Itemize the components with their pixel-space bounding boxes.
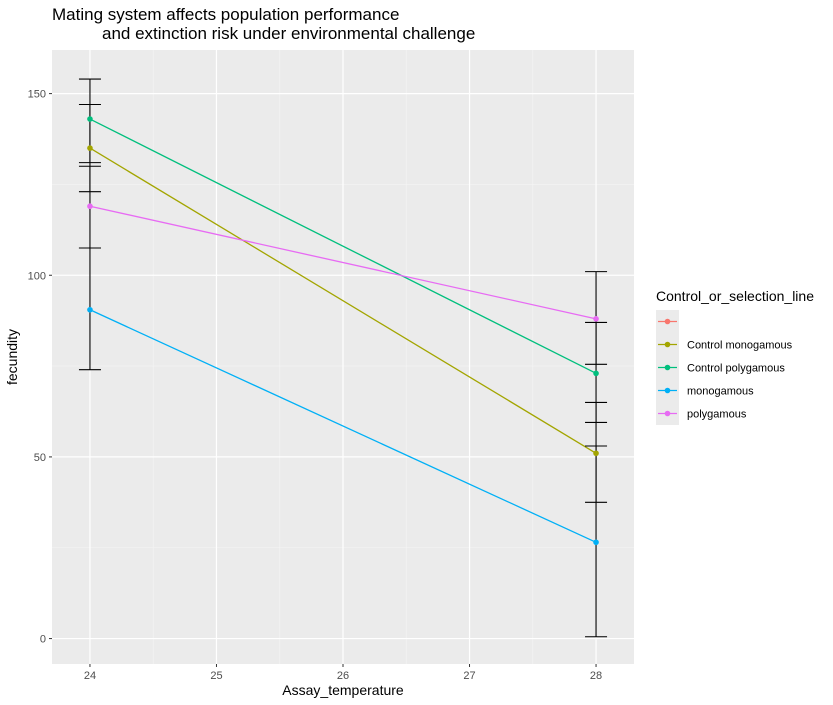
- x-tick-label: 25: [210, 670, 222, 682]
- data-point: [593, 316, 599, 322]
- x-tick-label: 24: [84, 670, 96, 682]
- data-point: [87, 306, 93, 313]
- data-point: [87, 203, 93, 210]
- series-line: [89, 118, 597, 374]
- error-bars: [78, 78, 608, 638]
- legend-label: polygamous: [687, 409, 747, 421]
- legend-key-point: [664, 387, 671, 394]
- data-point: [87, 145, 93, 151]
- x-tick-label: 27: [463, 670, 475, 682]
- series-line: [89, 147, 597, 454]
- data-points: [87, 116, 599, 546]
- legend-label: monogamous: [687, 386, 754, 398]
- chart-title-line-2: and extinction risk under environmental …: [102, 24, 475, 43]
- legend: Control_or_selection_line Control monoga…: [656, 288, 814, 425]
- axes: 24 25 26 27 28 0 50 100 150: [28, 89, 603, 682]
- data-point: [593, 539, 599, 546]
- legend-label: Control monogamous: [687, 340, 793, 352]
- y-tick-label: 100: [28, 270, 46, 282]
- legend-key-point: [664, 341, 671, 348]
- x-tick-label: 26: [337, 670, 349, 682]
- chart-title-line-1: Mating system affects population perform…: [52, 5, 399, 24]
- series-line: [89, 205, 597, 320]
- data-point: [593, 450, 599, 457]
- chart-title: Mating system affects population perform…: [52, 5, 475, 43]
- y-tick-label: 0: [40, 634, 46, 646]
- series-line: [89, 309, 597, 543]
- data-point: [593, 370, 599, 377]
- legend-key-point: [664, 364, 671, 371]
- legend-title: Control_or_selection_line: [656, 288, 814, 304]
- data-point: [87, 116, 93, 122]
- legend-key-point: [664, 410, 671, 417]
- legend-label: Control polygamous: [687, 363, 785, 375]
- legend-key-point: [664, 318, 671, 325]
- y-tick-label: 50: [34, 452, 46, 464]
- y-tick-label: 150: [28, 89, 46, 101]
- x-axis-title: Assay_temperature: [282, 682, 404, 698]
- x-tick-label: 28: [590, 670, 602, 682]
- y-axis-title: fecundity: [4, 329, 20, 385]
- series-lines: [89, 118, 597, 543]
